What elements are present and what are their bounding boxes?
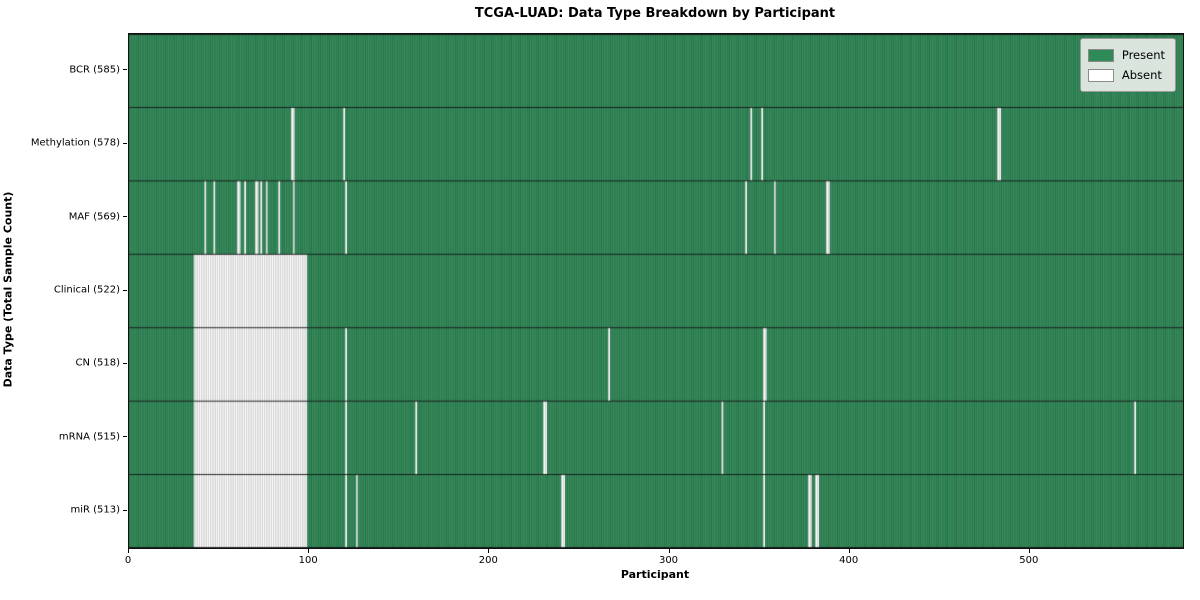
- y-tick-mark: [123, 509, 127, 511]
- x-tick-label: 100: [298, 555, 318, 566]
- x-tick-label: 300: [658, 555, 679, 566]
- legend-label-present: Present: [1121, 48, 1165, 62]
- present-swatch-icon: [1087, 48, 1114, 62]
- x-tick-mark: [848, 549, 850, 553]
- y-tick-label: BCR (585): [69, 64, 120, 76]
- x-tick-label: 400: [839, 555, 859, 566]
- legend-label-absent: Absent: [1121, 68, 1162, 82]
- y-tick-label: Clinical (522): [53, 284, 120, 296]
- x-axis-label: Participant: [620, 568, 690, 581]
- x-tick-label: 0: [124, 555, 132, 566]
- y-tick-mark: [123, 142, 127, 144]
- legend-item-absent: Absent: [1087, 65, 1165, 85]
- absent-swatch-icon: [1087, 68, 1114, 82]
- y-tick-mark: [123, 216, 127, 218]
- plot-area: Present Absent: [128, 33, 1184, 549]
- x-tick-label: 500: [1019, 555, 1039, 566]
- y-tick-label: mRNA (515): [58, 431, 120, 443]
- presence-matrix-canvas: [129, 34, 1183, 548]
- y-tick-mark: [123, 436, 127, 438]
- y-tick-mark: [123, 289, 127, 291]
- legend-item-present: Present: [1087, 45, 1165, 65]
- legend: Present Absent: [1079, 38, 1176, 92]
- chart-title: TCGA-LUAD: Data Type Breakdown by Partic…: [474, 6, 836, 21]
- y-tick-mark: [123, 69, 127, 71]
- y-tick-label: MAF (569): [68, 211, 120, 223]
- x-tick-label: 200: [478, 555, 498, 566]
- y-tick-label: miR (513): [70, 504, 120, 516]
- y-tick-label: CN (518): [75, 357, 120, 369]
- y-tick-label: Methylation (578): [30, 137, 120, 149]
- x-tick-mark: [668, 549, 670, 553]
- x-tick-mark: [128, 549, 129, 553]
- y-tick-mark: [123, 362, 127, 364]
- x-tick-mark: [308, 549, 310, 553]
- x-tick-mark: [1028, 549, 1030, 553]
- x-tick-mark: [488, 549, 490, 553]
